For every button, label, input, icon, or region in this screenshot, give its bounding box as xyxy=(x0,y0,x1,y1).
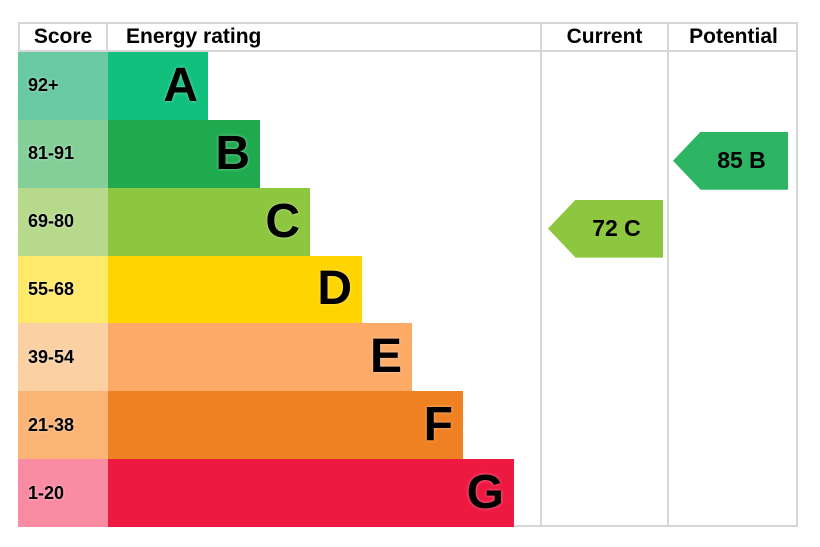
rating-letter-g: G xyxy=(466,466,504,520)
rating-letter-d: D xyxy=(317,262,352,316)
score-range-c: 69-80 xyxy=(18,187,108,256)
potential-column-left-border xyxy=(667,22,669,527)
rating-bar-e: E xyxy=(108,323,412,392)
score-column-right-border xyxy=(106,22,108,52)
rating-bar-b: B xyxy=(108,119,260,188)
score-range-f: 21-38 xyxy=(18,391,108,460)
energy-rating-header: Energy rating xyxy=(126,25,262,48)
score-range-e: 39-54 xyxy=(18,323,108,392)
current-rating-arrow: 72 C xyxy=(548,199,663,258)
table-right-border xyxy=(796,22,798,527)
score-header: Score xyxy=(33,25,93,48)
rating-bar-f: F xyxy=(108,391,463,460)
score-range-b: 81-91 xyxy=(18,119,108,188)
score-range-g: 1-20 xyxy=(18,459,108,527)
score-range-a: 92+ xyxy=(18,52,108,120)
rating-bar-d: D xyxy=(108,255,362,324)
rating-bar-g: G xyxy=(108,459,514,527)
current-rating-label: 72 C xyxy=(592,215,641,242)
rating-letter-a: A xyxy=(163,58,198,112)
potential-rating-label: 85 B xyxy=(717,147,766,174)
potential-rating-arrow: 85 B xyxy=(673,131,788,190)
rating-letter-c: C xyxy=(265,194,300,248)
rating-letter-b: B xyxy=(215,126,250,180)
rating-bar-a: A xyxy=(108,52,208,120)
rating-bar-c: C xyxy=(108,187,310,256)
current-column-left-border xyxy=(540,22,542,527)
table-top-border xyxy=(18,22,798,24)
rating-letter-f: F xyxy=(423,398,453,452)
score-column-left-border xyxy=(18,22,20,52)
current-header: Current xyxy=(566,25,643,48)
potential-header: Potential xyxy=(689,25,778,48)
score-range-d: 55-68 xyxy=(18,255,108,324)
rating-letter-e: E xyxy=(369,330,402,384)
header-bottom-border xyxy=(18,50,798,52)
